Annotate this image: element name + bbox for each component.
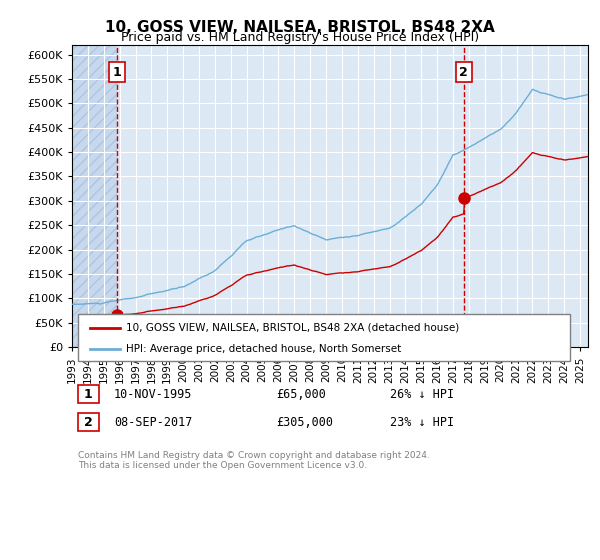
Bar <box>72 45 117 347</box>
Text: 2: 2 <box>459 66 468 78</box>
Text: HPI: Average price, detached house, North Somerset: HPI: Average price, detached house, Nort… <box>126 344 401 354</box>
Text: 26% ↓ HPI: 26% ↓ HPI <box>390 388 454 402</box>
Text: Contains HM Land Registry data © Crown copyright and database right 2024.
This d: Contains HM Land Registry data © Crown c… <box>78 451 430 470</box>
Text: 2: 2 <box>84 416 92 430</box>
Text: 1: 1 <box>84 388 92 402</box>
Text: 23% ↓ HPI: 23% ↓ HPI <box>390 416 454 430</box>
Text: 1: 1 <box>113 66 121 78</box>
Text: £305,000: £305,000 <box>276 416 333 430</box>
Text: 10, GOSS VIEW, NAILSEA, BRISTOL, BS48 2XA (detached house): 10, GOSS VIEW, NAILSEA, BRISTOL, BS48 2X… <box>126 323 459 333</box>
Text: Price paid vs. HM Land Registry's House Price Index (HPI): Price paid vs. HM Land Registry's House … <box>121 31 479 44</box>
Text: £65,000: £65,000 <box>276 388 326 402</box>
Text: 10-NOV-1995: 10-NOV-1995 <box>114 388 193 402</box>
Text: 08-SEP-2017: 08-SEP-2017 <box>114 416 193 430</box>
Text: 10, GOSS VIEW, NAILSEA, BRISTOL, BS48 2XA: 10, GOSS VIEW, NAILSEA, BRISTOL, BS48 2X… <box>105 20 495 35</box>
